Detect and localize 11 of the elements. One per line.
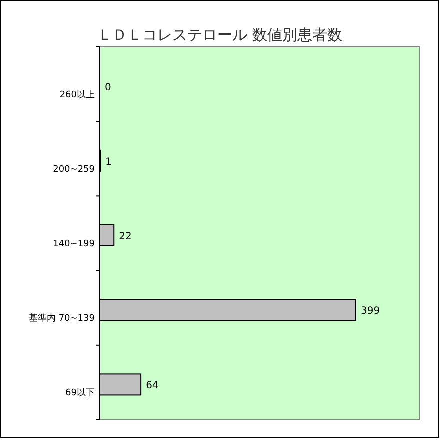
- data-label: 1: [106, 156, 112, 168]
- y-tick-label: 140~199: [53, 240, 96, 250]
- y-tick-label: 基準内 70~139: [28, 313, 96, 324]
- data-label: 64: [146, 380, 159, 392]
- data-label: 0: [105, 82, 112, 94]
- y-tick-label: 200~259: [53, 164, 96, 175]
- data-label: 399: [361, 306, 380, 318]
- y-tick-label: 69以下: [66, 388, 95, 399]
- data-label: 22: [119, 232, 132, 242]
- y-tick-label: 260以上: [60, 89, 95, 100]
- chart-title: ＬＤＬコレステロール 数値別患者数: [98, 26, 342, 44]
